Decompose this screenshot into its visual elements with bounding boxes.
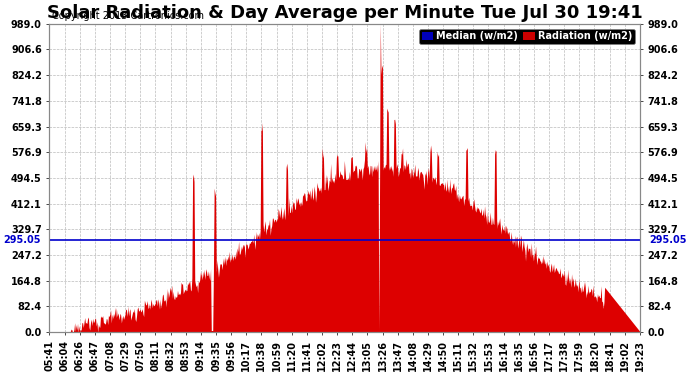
Title: Solar Radiation & Day Average per Minute Tue Jul 30 19:41: Solar Radiation & Day Average per Minute… <box>47 4 642 22</box>
Text: 295.05: 295.05 <box>3 235 41 245</box>
Text: Copyright 2013 Cartronics.com: Copyright 2013 Cartronics.com <box>52 10 204 21</box>
Legend: Median (w/m2), Radiation (w/m2): Median (w/m2), Radiation (w/m2) <box>419 28 635 44</box>
Text: 295.05: 295.05 <box>649 235 687 245</box>
